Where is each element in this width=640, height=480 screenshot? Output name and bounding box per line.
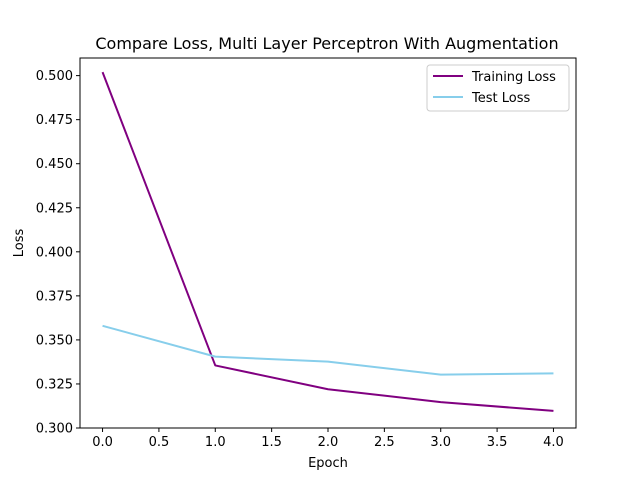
legend-label-training-loss: Training Loss xyxy=(471,70,556,85)
y-tick-label: 0.350 xyxy=(36,333,73,348)
y-tick-label: 0.400 xyxy=(36,245,73,260)
x-tick-label: 0.0 xyxy=(92,435,113,450)
y-tick-label: 0.425 xyxy=(36,201,73,216)
x-axis-label: Epoch xyxy=(308,456,348,471)
legend: Training Loss Test Loss xyxy=(426,64,570,112)
x-tick-label: 0.5 xyxy=(149,435,170,450)
x-tick-label: 3.5 xyxy=(487,435,508,450)
legend-label-test-loss: Test Loss xyxy=(471,91,530,106)
y-tick-label: 0.325 xyxy=(36,377,73,392)
x-tick-label: 1.0 xyxy=(205,435,226,450)
y-tick-label: 0.300 xyxy=(36,422,73,437)
y-tick-label: 0.475 xyxy=(36,113,73,128)
x-tick-label: 3.0 xyxy=(430,435,451,450)
y-tick-label: 0.375 xyxy=(36,289,73,304)
y-tick-label: 0.500 xyxy=(36,69,73,84)
y-axis-label: Loss xyxy=(12,229,27,258)
x-tick-label: 2.0 xyxy=(318,435,339,450)
series-lines xyxy=(101,71,554,412)
x-tick-label: 4.0 xyxy=(543,435,564,450)
series-line-training-loss xyxy=(101,71,554,412)
x-tick-label: 2.5 xyxy=(374,435,395,450)
x-tick-label: 1.5 xyxy=(261,435,282,450)
y-axis-ticks: 0.300 0.325 0.350 0.375 0.400 0.425 0.450 0.475… xyxy=(36,69,80,437)
chart-title: Compare Loss, Multi Layer Perceptron Wit… xyxy=(95,34,558,53)
series-line-test-loss xyxy=(102,324,554,376)
x-axis-ticks: 0.0 0.5 1.0 1.5 2.0 2.5 3.0 3.5 4.0 xyxy=(92,428,564,450)
y-tick-label: 0.450 xyxy=(36,157,73,172)
